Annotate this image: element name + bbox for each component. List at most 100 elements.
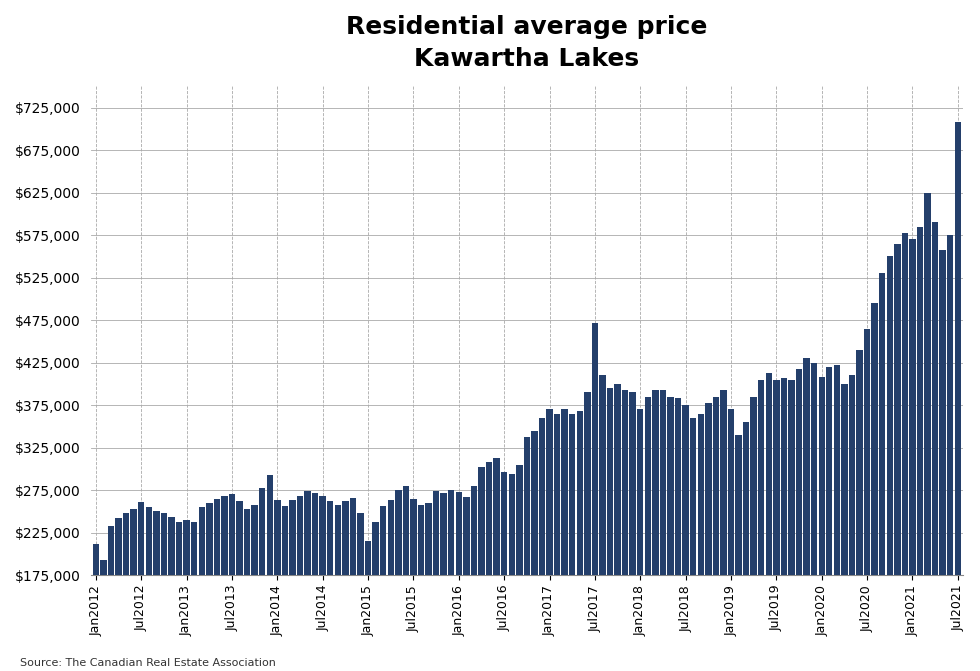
Bar — [804, 358, 809, 671]
Bar — [411, 499, 416, 671]
Title: Residential average price
Kawartha Lakes: Residential average price Kawartha Lakes — [346, 15, 708, 70]
Bar — [100, 560, 107, 671]
Bar — [214, 499, 220, 671]
Bar — [909, 240, 915, 671]
Bar — [319, 496, 326, 671]
Bar — [252, 505, 258, 671]
Bar — [743, 422, 750, 671]
Bar — [312, 493, 318, 671]
Bar — [758, 380, 764, 671]
Bar — [395, 490, 402, 671]
Bar — [629, 393, 636, 671]
Bar — [940, 250, 946, 671]
Bar — [509, 474, 514, 671]
Bar — [773, 380, 779, 671]
Bar — [932, 222, 938, 671]
Bar — [501, 472, 508, 671]
Bar — [765, 373, 772, 671]
Bar — [947, 235, 954, 671]
Bar — [645, 397, 651, 671]
Bar — [705, 403, 711, 671]
Bar — [448, 490, 455, 671]
Bar — [841, 384, 848, 671]
Bar — [138, 502, 144, 671]
Bar — [236, 501, 243, 671]
Bar — [387, 501, 394, 671]
Bar — [607, 388, 613, 671]
Bar — [297, 496, 303, 671]
Bar — [728, 409, 734, 671]
Bar — [93, 544, 99, 671]
Bar — [365, 541, 371, 671]
Bar — [456, 492, 462, 671]
Bar — [191, 523, 197, 671]
Bar — [614, 384, 620, 671]
Bar — [576, 411, 583, 671]
Bar — [675, 399, 681, 671]
Bar — [652, 390, 659, 671]
Bar — [879, 273, 885, 671]
Bar — [751, 397, 757, 671]
Bar — [781, 378, 787, 671]
Bar — [183, 520, 190, 671]
Bar — [206, 503, 213, 671]
Bar — [403, 486, 409, 671]
Bar — [516, 464, 522, 671]
Bar — [116, 518, 122, 671]
Bar — [274, 501, 280, 671]
Bar — [470, 486, 477, 671]
Bar — [108, 526, 115, 671]
Bar — [887, 256, 893, 671]
Bar — [735, 435, 742, 671]
Bar — [584, 393, 591, 671]
Bar — [267, 475, 273, 671]
Bar — [864, 329, 870, 671]
Bar — [712, 397, 719, 671]
Bar — [599, 375, 606, 671]
Bar — [169, 517, 174, 671]
Bar — [539, 418, 545, 671]
Bar — [698, 413, 704, 671]
Bar — [122, 513, 129, 671]
Bar — [175, 523, 182, 671]
Bar — [637, 409, 644, 671]
Bar — [902, 233, 908, 671]
Bar — [153, 511, 160, 671]
Bar — [342, 501, 349, 671]
Bar — [281, 507, 288, 671]
Bar — [228, 494, 235, 671]
Bar — [569, 413, 575, 671]
Bar — [486, 462, 492, 671]
Bar — [493, 458, 500, 671]
Bar — [682, 405, 689, 671]
Bar — [327, 501, 333, 671]
Bar — [818, 377, 825, 671]
Text: Source: The Canadian Real Estate Association: Source: The Canadian Real Estate Associa… — [20, 658, 275, 668]
Bar — [199, 507, 205, 671]
Bar — [849, 375, 856, 671]
Bar — [810, 362, 817, 671]
Bar — [425, 503, 432, 671]
Bar — [955, 122, 961, 671]
Bar — [221, 496, 227, 671]
Bar — [478, 467, 485, 671]
Bar — [305, 491, 311, 671]
Bar — [350, 498, 356, 671]
Bar — [796, 368, 803, 671]
Bar — [592, 323, 598, 671]
Bar — [244, 509, 250, 671]
Bar — [622, 390, 628, 671]
Bar — [667, 397, 673, 671]
Bar — [660, 390, 666, 671]
Bar — [917, 227, 923, 671]
Bar — [857, 350, 862, 671]
Bar — [289, 499, 296, 671]
Bar — [546, 409, 553, 671]
Bar — [380, 507, 386, 671]
Bar — [788, 380, 795, 671]
Bar — [433, 491, 439, 671]
Bar — [259, 488, 266, 671]
Bar — [531, 431, 538, 671]
Bar — [924, 193, 931, 671]
Bar — [417, 505, 424, 671]
